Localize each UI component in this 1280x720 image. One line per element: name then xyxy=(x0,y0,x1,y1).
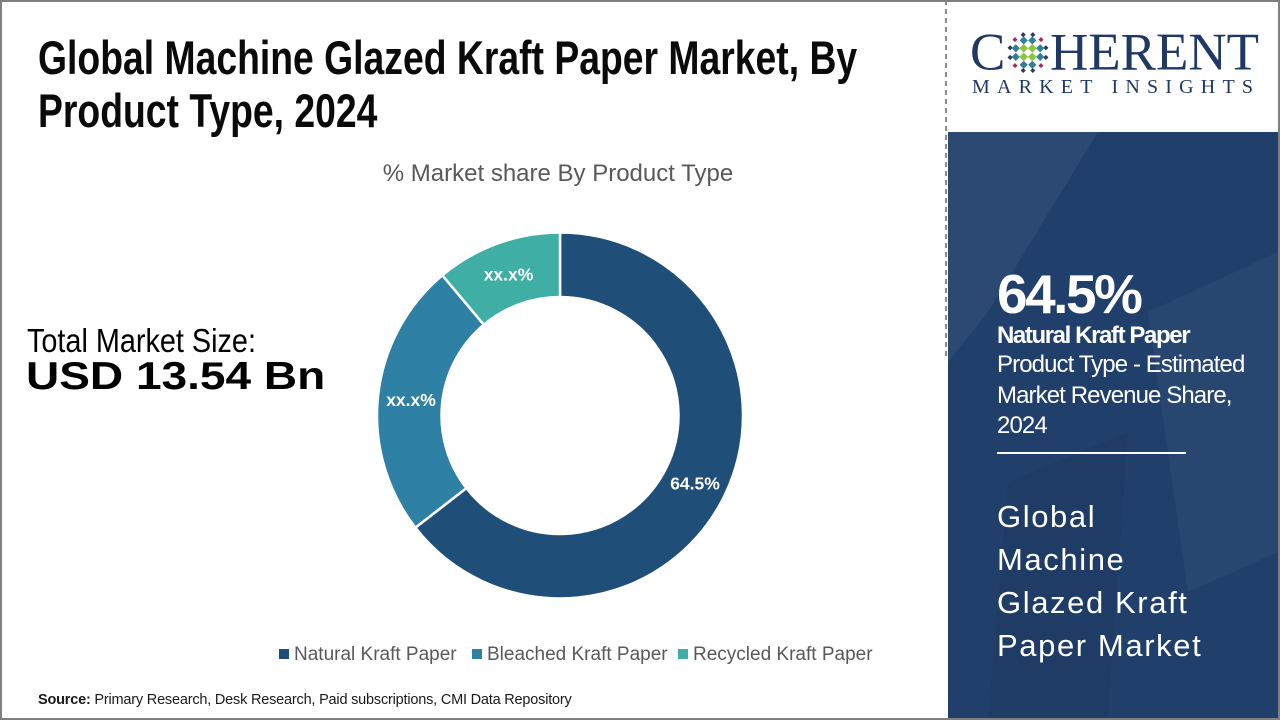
svg-text:C: C xyxy=(970,23,1005,81)
svg-text:64.5%: 64.5% xyxy=(670,474,720,494)
svg-text:HERENT: HERENT xyxy=(1050,23,1259,81)
svg-text:xx.x%: xx.x% xyxy=(386,390,436,410)
svg-text:xx.x%: xx.x% xyxy=(484,265,534,285)
svg-text:MARKET INSIGHTS: MARKET INSIGHTS xyxy=(972,76,1260,98)
